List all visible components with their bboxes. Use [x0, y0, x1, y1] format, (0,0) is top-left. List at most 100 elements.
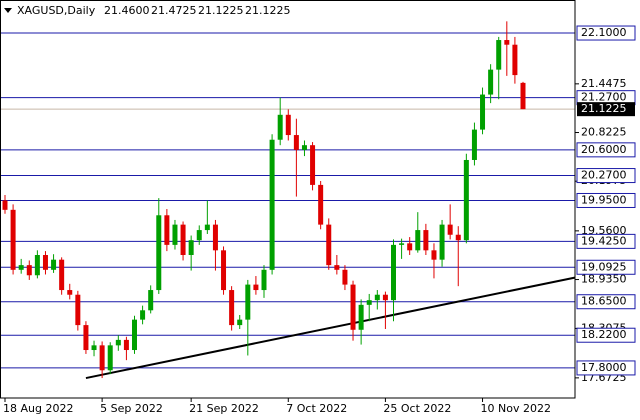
candle-body	[229, 290, 235, 326]
candle-body	[520, 82, 526, 110]
candle-body	[172, 224, 178, 245]
candle-body	[237, 319, 243, 326]
level-label: 19.4250	[581, 234, 627, 247]
candle-body	[285, 114, 291, 136]
candle-body	[326, 224, 332, 266]
candle-body	[180, 224, 186, 256]
level-label: 20.2700	[581, 169, 627, 182]
candle-body	[374, 294, 380, 301]
candle-body	[334, 265, 340, 270]
candle-body	[269, 139, 275, 270]
candle-body	[204, 224, 210, 231]
candle-body	[253, 284, 259, 291]
y-tick-label: 18.9350	[581, 273, 627, 286]
y-tick-label: 19.5600	[581, 224, 627, 237]
candle-body	[148, 290, 154, 311]
candle-body	[91, 345, 97, 351]
candle-body	[318, 184, 324, 225]
candle-body	[75, 294, 81, 326]
level-label: 17.8000	[581, 361, 627, 374]
candle-body	[342, 269, 348, 285]
candle-body	[18, 265, 24, 270]
level-label: 19.9500	[581, 193, 627, 206]
candle-body	[212, 224, 218, 251]
level-box	[576, 142, 636, 158]
level-label: 18.6500	[581, 295, 627, 308]
candle-body	[261, 269, 267, 291]
candle-body	[26, 265, 32, 276]
candle-body	[455, 234, 461, 241]
level-box	[576, 360, 636, 376]
candle-body	[156, 215, 162, 291]
candle-body	[34, 255, 40, 276]
menu-arrow[interactable]	[4, 8, 12, 13]
candle-body	[293, 135, 299, 150]
candle-body	[463, 159, 469, 241]
candle-body	[245, 284, 251, 320]
level-box	[576, 25, 636, 41]
level-label: 18.2200	[581, 328, 627, 341]
candle-body	[42, 255, 48, 270]
candle-body	[423, 230, 429, 251]
header-close: 21.1225	[245, 4, 291, 17]
x-tick-label: 25 Oct 2022	[383, 402, 451, 415]
candle-body	[439, 224, 445, 260]
candle-body	[447, 224, 453, 235]
x-tick-label: 18 Aug 2022	[3, 402, 73, 415]
level-label: 22.1000	[581, 26, 627, 39]
candle-body	[512, 44, 518, 76]
candle-body	[399, 243, 405, 245]
candle-body	[51, 259, 57, 270]
candle-body	[132, 319, 137, 351]
candle-body	[140, 310, 146, 320]
header-high: 21.4725	[151, 4, 197, 17]
candle-body	[310, 145, 316, 185]
candle-body	[221, 250, 227, 291]
x-tick-label: 7 Oct 2022	[286, 402, 347, 415]
chart-title: XAGUSD,Daily	[17, 4, 96, 17]
candle-body	[277, 114, 283, 140]
candle-body	[471, 129, 477, 160]
x-tick-label: 21 Sep 2022	[189, 402, 259, 415]
candle-body	[391, 244, 396, 301]
header-low: 21.1225	[198, 4, 244, 17]
x-tick-label: 5 Sep 2022	[100, 402, 163, 415]
candle-body	[480, 94, 486, 130]
candle-body	[358, 304, 364, 330]
candle-body	[188, 240, 194, 256]
candle-body	[59, 259, 65, 291]
candle-body	[415, 230, 421, 251]
candle-body	[366, 300, 372, 305]
candle-body	[382, 294, 388, 301]
x-tick-label: 10 Nov 2022	[481, 402, 551, 415]
level-label: 19.0925	[581, 260, 627, 273]
price-box	[577, 102, 635, 117]
level-label: 21.2700	[581, 91, 627, 104]
candle-body	[10, 209, 16, 270]
level-box	[576, 168, 636, 184]
y-tick-label: 21.4475	[581, 77, 627, 90]
plot-frame	[0, 0, 576, 399]
level-box	[576, 327, 636, 343]
candle-body	[115, 339, 121, 346]
candle-body	[164, 215, 170, 245]
candle-body	[99, 345, 105, 371]
candle-body	[67, 290, 73, 295]
trendline	[85, 276, 576, 380]
y-tick-label: 20.8225	[581, 126, 627, 139]
candle-body	[107, 345, 113, 371]
header-open: 21.4600	[104, 4, 150, 17]
candle-body	[407, 243, 413, 251]
candle-body	[301, 145, 307, 150]
level-box	[576, 259, 636, 275]
candle-body	[83, 325, 89, 351]
candle-body	[431, 250, 437, 260]
candle-body	[496, 40, 502, 70]
candle-body	[2, 200, 8, 210]
candle-body	[123, 339, 129, 351]
candle-body	[350, 284, 356, 330]
candle-body	[504, 40, 510, 45]
level-box	[576, 233, 636, 249]
price-label: 21.1225	[581, 102, 627, 115]
